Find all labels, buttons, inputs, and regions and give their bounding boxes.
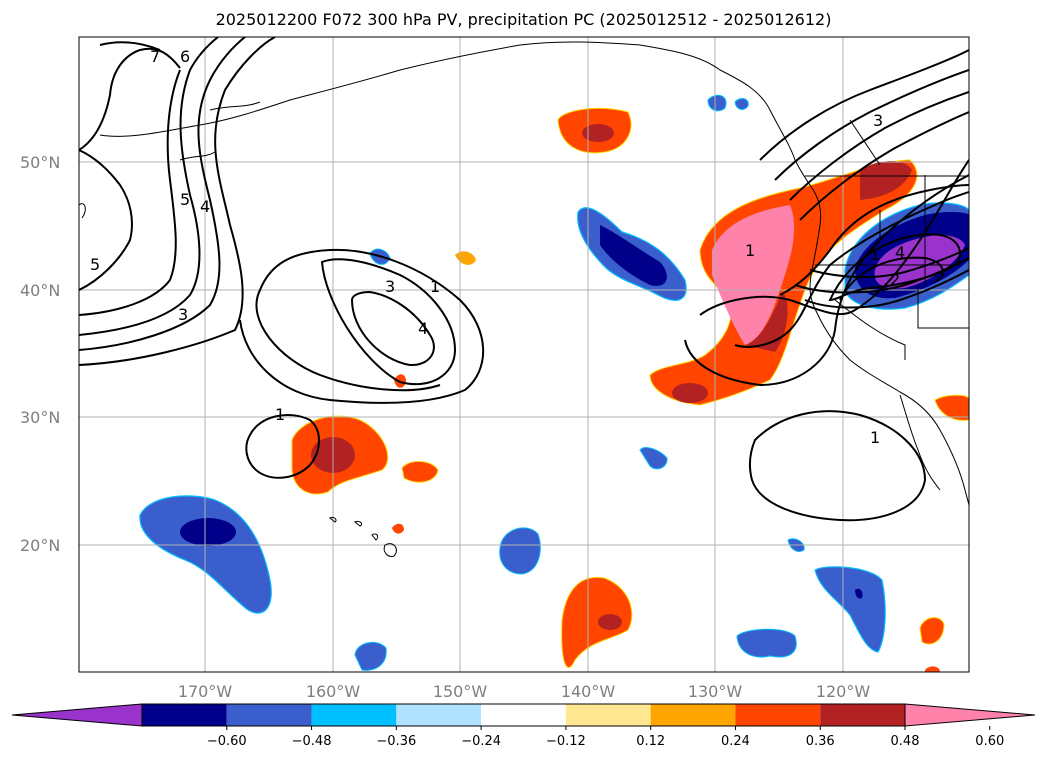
contour-label: 4	[418, 319, 428, 338]
contour-label: 1	[745, 241, 755, 260]
pv-contours	[79, 37, 969, 522]
latitude-labels: 50°N 40°N 30°N 20°N	[20, 153, 60, 555]
colorbar-tick-label: 0.24	[721, 734, 750, 749]
map-frame	[78, 36, 970, 673]
colorbar-box	[226, 704, 312, 726]
precipitation-shading	[139, 94, 969, 672]
lon-label: 160°W	[306, 682, 361, 701]
contour-label: 1	[870, 428, 880, 447]
colorbar-tick-label: 0.60	[975, 734, 1004, 749]
colorbar-extension-max	[904, 703, 1036, 727]
lon-label: 150°W	[433, 682, 488, 701]
contour-label: 5	[90, 255, 100, 274]
contour-label: 3	[178, 305, 188, 324]
colorbar-tick-label: −0.60	[207, 734, 247, 749]
colorbar-box	[735, 704, 821, 726]
contour-label: 2	[890, 270, 900, 289]
lon-label: 130°W	[688, 682, 743, 701]
contour-label: 1	[430, 277, 440, 296]
lat-label: 40°N	[20, 281, 60, 300]
colorbar-box	[142, 704, 227, 726]
colorbar-box	[481, 704, 566, 726]
colorbar-box	[650, 704, 736, 726]
contour-label: 3	[873, 111, 883, 130]
contour-label: 1	[275, 405, 285, 424]
colorbar-tick-label: −0.36	[376, 734, 416, 749]
colorbar-tick-label: 0.36	[806, 734, 835, 749]
colorbar-box	[820, 704, 905, 726]
gridlines	[79, 37, 969, 672]
negative-precip-area	[139, 495, 272, 614]
map-title: 2025012200 F072 300 hPa PV, precipitatio…	[215, 10, 832, 29]
contour-label: 1	[870, 245, 880, 264]
contour-label: 5	[180, 190, 190, 209]
colorbar-tick-label: −0.12	[546, 734, 586, 749]
lat-label: 30°N	[20, 408, 60, 427]
contour-label: 3	[385, 277, 395, 296]
colorbar-tick-label: 0.48	[891, 734, 920, 749]
negative-precip-core	[180, 518, 236, 546]
colorbar-box	[396, 704, 482, 726]
contour-label: 6	[180, 47, 190, 66]
coastlines	[79, 41, 969, 557]
lon-label: 170°W	[178, 682, 233, 701]
colorbar-tick-label: 0.12	[636, 734, 665, 749]
lat-label: 50°N	[20, 153, 60, 172]
lon-label: 140°W	[561, 682, 616, 701]
contour-label: 7	[150, 47, 160, 66]
contour-label: 4	[200, 197, 210, 216]
colorbar-tick-label: −0.48	[292, 734, 332, 749]
colorbar-box	[565, 704, 651, 726]
lat-label: 20°N	[20, 536, 60, 555]
colorbar: −0.60 −0.48 −0.36 −0.24 −0.12 0.12 0.24 0.36 0.4…	[11, 703, 1036, 749]
lon-label: 120°W	[816, 682, 871, 701]
contour-labels: 7 6 5 4 5 3 3 1 4 1 1 3 1 4 2 1	[90, 47, 905, 447]
colorbar-extension-min	[11, 703, 143, 727]
colorbar-tick-label: −0.24	[461, 734, 501, 749]
contour-label: 4	[895, 243, 905, 262]
colorbar-frame	[141, 703, 906, 727]
colorbar-box	[311, 704, 397, 726]
longitude-labels: 170°W 160°W 150°W 140°W 130°W 120°W	[178, 682, 871, 701]
